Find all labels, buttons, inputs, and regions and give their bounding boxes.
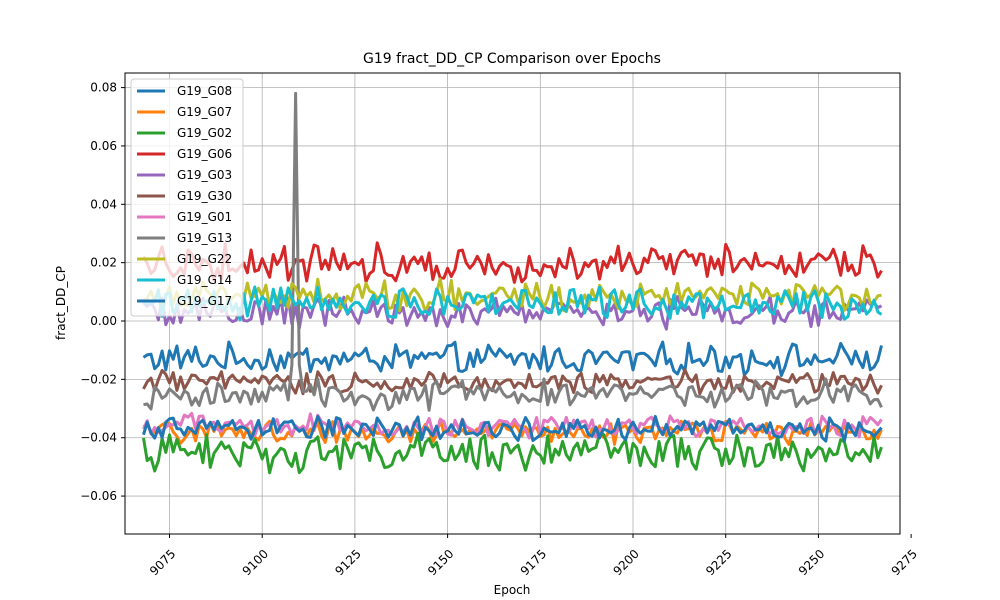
- series-line-g19-g13: [143, 91, 883, 412]
- series-line-g19-g08: [142, 340, 883, 377]
- legend-entry: G19_G13: [177, 231, 232, 245]
- series-line-g19-g22: [142, 277, 882, 314]
- y-tick-label: 0.02: [90, 256, 117, 270]
- legend-entry: G19_G22: [177, 252, 232, 266]
- y-axis-label: fract_DD_CP: [54, 266, 68, 340]
- series-line-g19-g17: [142, 414, 883, 443]
- y-tick-label: −0.04: [80, 431, 117, 445]
- legend-entry: G19_G06: [177, 147, 232, 161]
- legend: G19_G08 G19_G07 G19_G02 G19_G06 G19_G03 G19_G…: [130, 78, 244, 317]
- y-tick-label: −0.02: [80, 372, 117, 386]
- y-tick-label: 0.04: [90, 197, 117, 211]
- axes-frame: [124, 72, 901, 535]
- legend-entry: G19_G01: [177, 210, 232, 224]
- legend-entry: G19_G03: [177, 168, 232, 182]
- y-tick-label: −0.06: [80, 489, 117, 503]
- series-lines: [142, 91, 883, 475]
- legend-entry: G19_G30: [177, 189, 232, 203]
- legend-entry: G19_G14: [177, 273, 232, 287]
- series-line-g19-g14: [142, 285, 883, 322]
- chart-title: G19 fract_DD_CP Comparison over Epochs: [363, 51, 661, 67]
- series-line-g19-g30: [142, 368, 883, 396]
- legend-box: [130, 78, 244, 317]
- y-tick-label: 0.08: [90, 81, 117, 95]
- legend-entry: G19_G02: [177, 126, 232, 140]
- series-line-g19-g06: [142, 241, 883, 284]
- x-axis-label: Epoch: [494, 583, 531, 597]
- y-tick-label: 0.06: [90, 139, 117, 153]
- legend-entry: G19_G08: [177, 84, 232, 98]
- y-tick-label: 0.00: [90, 314, 117, 328]
- series-line-g19-g01: [142, 411, 883, 440]
- series-line-g19-g02: [142, 431, 883, 475]
- legend-entry: G19_G07: [177, 105, 232, 119]
- legend-entry: G19_G17: [177, 294, 232, 308]
